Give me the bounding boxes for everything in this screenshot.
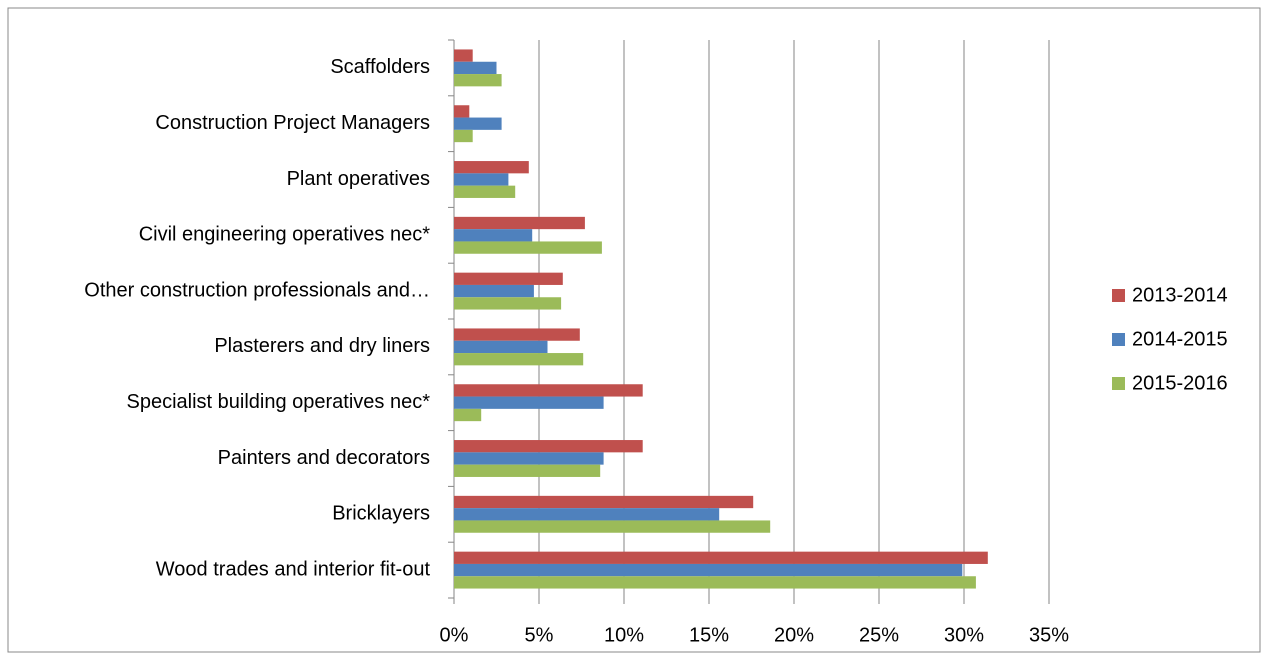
bar (454, 185, 516, 198)
legend-swatch (1112, 377, 1125, 390)
bar (454, 272, 563, 285)
bar (454, 297, 562, 310)
bar (454, 464, 601, 477)
bar (454, 508, 720, 521)
bar (454, 241, 602, 254)
legend-label: 2015-2016 (1132, 372, 1228, 394)
x-tick-label: 10% (604, 624, 644, 646)
y-tick-label: Scaffolders (330, 56, 430, 78)
x-tick-label: 5% (525, 624, 554, 646)
bar (454, 284, 534, 298)
bar (454, 563, 963, 577)
y-tick-label: Plant operatives (287, 168, 430, 190)
x-tick-label: 25% (859, 624, 899, 646)
bar (454, 173, 509, 186)
bar (454, 129, 473, 143)
bar (454, 353, 584, 366)
x-tick-label: 30% (944, 624, 984, 646)
bar (454, 520, 771, 533)
bar (454, 105, 470, 118)
y-tick-label: Civil engineering operatives nec* (139, 224, 430, 246)
legend-swatch (1112, 289, 1125, 302)
y-tick-label: Construction Project Managers (155, 112, 430, 134)
y-tick-label: Bricklayers (332, 503, 430, 525)
bar (454, 328, 580, 341)
bar (454, 161, 529, 174)
bar (454, 49, 473, 62)
bar (454, 396, 604, 409)
y-tick-label: Painters and decorators (218, 447, 430, 469)
y-tick-label: Specialist building operatives nec* (126, 391, 430, 413)
y-tick-label: Wood trades and interior fit-out (156, 558, 431, 580)
bar (454, 576, 976, 589)
bar (454, 340, 548, 354)
x-tick-label: 15% (689, 624, 729, 646)
bar (454, 61, 497, 75)
x-tick-label: 35% (1029, 624, 1069, 646)
legend-label: 2013-2014 (1132, 284, 1228, 306)
x-tick-label: 0% (440, 624, 469, 646)
bar (454, 440, 643, 453)
bar (454, 452, 604, 465)
x-tick-label: 20% (774, 624, 814, 646)
bar (454, 74, 502, 87)
bar (454, 551, 988, 564)
legend-label: 2014-2015 (1132, 328, 1228, 350)
bar (454, 117, 502, 130)
bar (454, 408, 482, 422)
bar (454, 495, 754, 509)
bar (454, 229, 533, 242)
bar (454, 384, 643, 397)
y-tick-label: Other construction professionals and… (84, 279, 430, 301)
chart-frame (7, 7, 1261, 653)
bar (454, 216, 585, 230)
y-tick-label: Plasterers and dry liners (214, 335, 430, 357)
legend-swatch (1112, 333, 1125, 346)
